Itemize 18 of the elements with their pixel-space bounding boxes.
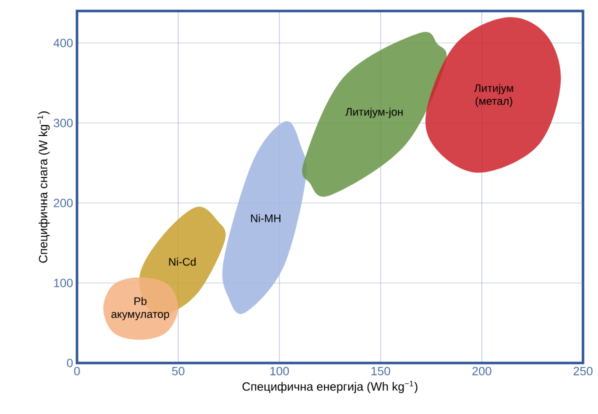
x-tick-label: 200	[472, 366, 492, 376]
y-tick-label: 0	[66, 358, 73, 368]
y-tick-label: 100	[54, 278, 73, 288]
series-label: Ni-MH	[251, 214, 280, 222]
x-tick-label: 50	[172, 366, 184, 376]
x-axis-title: Специфична енергија (Wh kg$^{−1}$)	[242, 380, 418, 394]
series-label: Литијум (метал)	[474, 84, 514, 108]
x-tick-label: 250	[574, 366, 593, 376]
series-label: Pb акумулатор	[111, 297, 170, 320]
x-tick-label: 150	[372, 366, 390, 376]
y-tick-label: 200	[54, 198, 73, 208]
x-tick-label: 0	[74, 366, 80, 376]
y-axis-title: Специфична снага (W kg$^{−1}$)	[37, 111, 50, 263]
y-tick-label: 300	[54, 118, 73, 128]
x-tick-label: 100	[270, 366, 289, 376]
series-label: Литијум-јон	[345, 108, 403, 118]
series-label: Ni-Cd	[169, 258, 196, 266]
y-tick-label: 400	[53, 38, 73, 48]
